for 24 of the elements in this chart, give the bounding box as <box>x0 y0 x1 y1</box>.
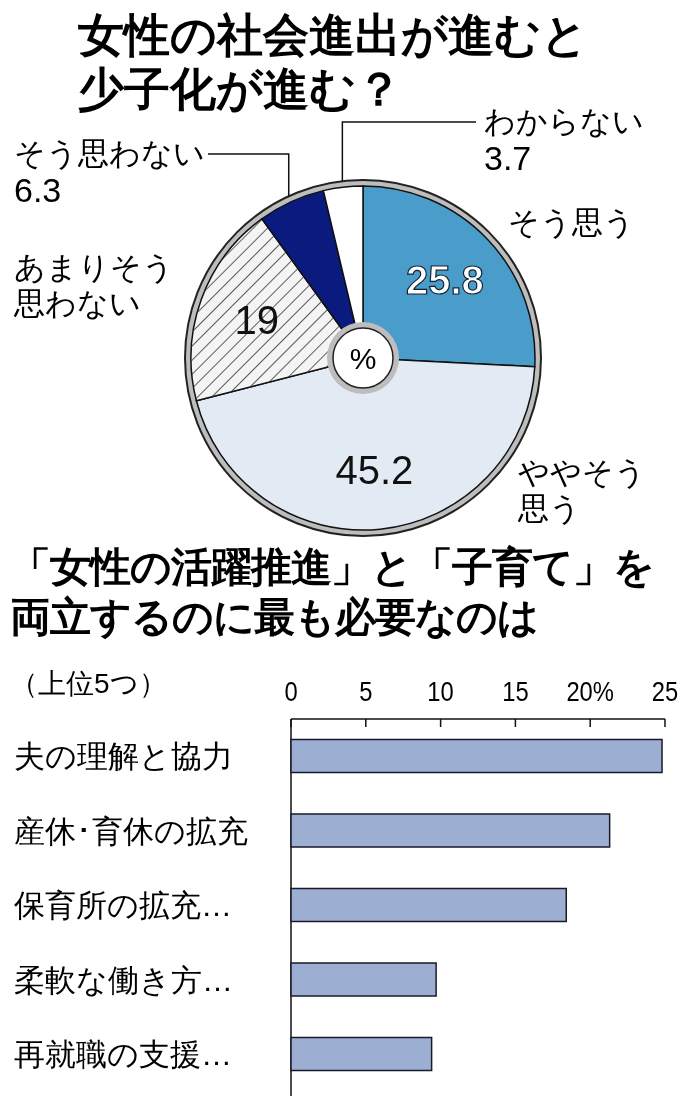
text: % <box>349 342 377 375</box>
slice-label: わからない <box>484 104 645 140</box>
slice-label: ややそう思う <box>518 455 647 527</box>
x-tick-label: 20% <box>566 675 615 708</box>
chart-title: 「女性の活躍推進」と「子育て」を両立するのに最も必要なのは <box>10 543 655 642</box>
slice-label: そう思わない <box>14 136 206 172</box>
data-label: 6.3 <box>14 170 62 210</box>
data-label: 25.8 <box>405 258 484 303</box>
x-tick-label: 10 <box>427 675 454 708</box>
slice-label: そう思う <box>508 205 636 241</box>
x-tick-label: 0 <box>284 675 298 708</box>
data-label: 19 <box>234 297 279 342</box>
data-label: 3.7 <box>484 138 532 178</box>
slice-label: あまりそう思わない <box>14 250 175 322</box>
chart-subtitle: （上位5つ） <box>10 668 167 700</box>
data-label: 45.2 <box>335 448 414 493</box>
x-tick-label: 25 <box>651 675 679 708</box>
y-tick-label: 産休･育休の拡充 <box>14 813 248 849</box>
y-tick-label: 夫の理解と協力 <box>14 739 233 774</box>
y-tick-label: 柔軟な働き方… <box>14 962 233 998</box>
y-tick-label: 保育所の拡充… <box>14 888 232 923</box>
y-tick-label: 再就職の支援… <box>14 1037 232 1072</box>
x-tick-label: 15 <box>502 675 529 708</box>
x-tick-label: 5 <box>359 675 373 708</box>
